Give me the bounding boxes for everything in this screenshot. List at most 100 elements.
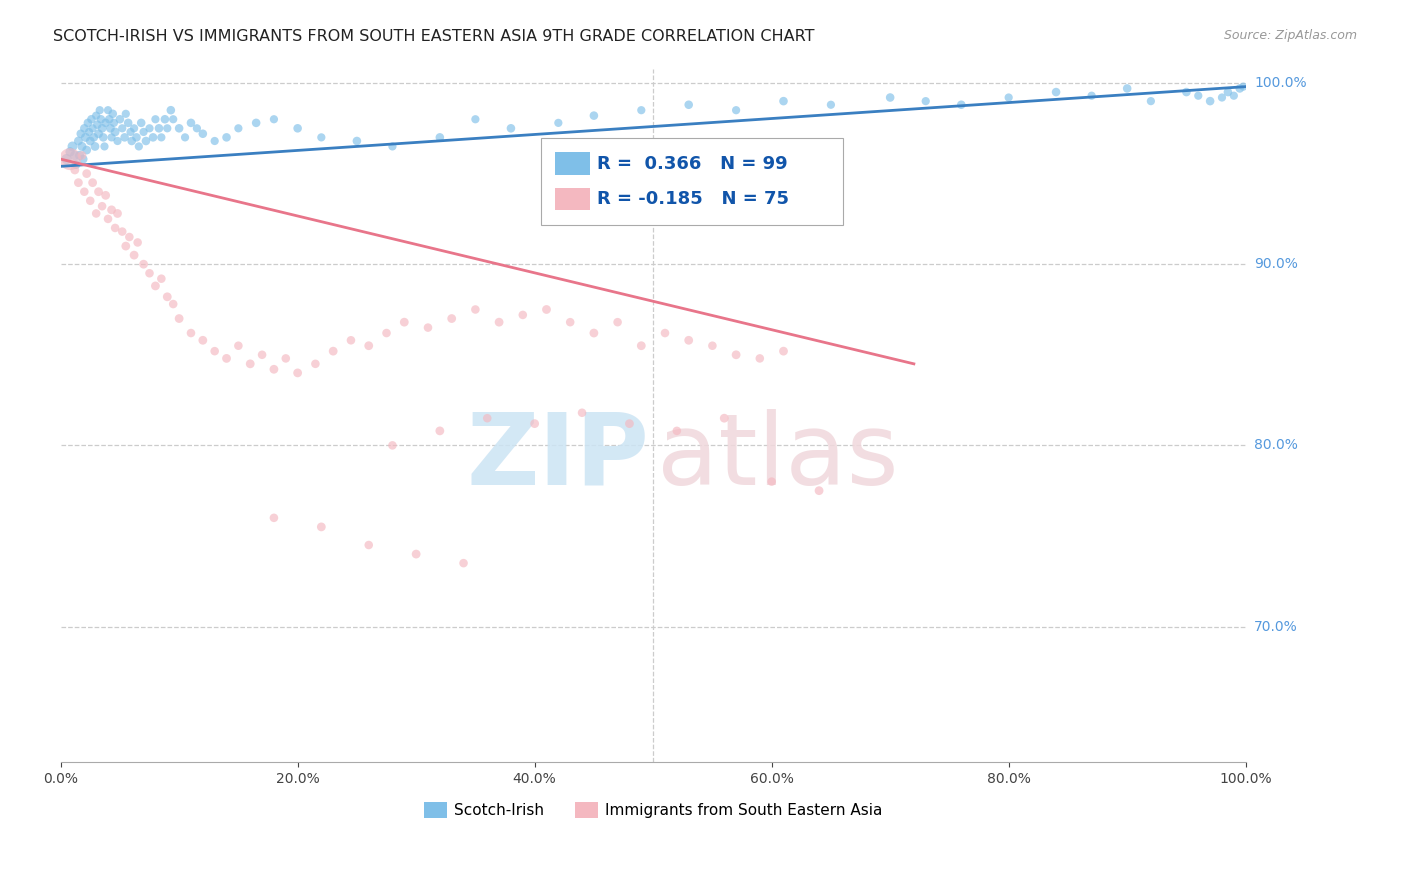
Point <box>228 121 250 136</box>
Point <box>381 139 404 153</box>
Text: R =  0.366   N = 99: R = 0.366 N = 99 <box>598 154 789 172</box>
Point <box>191 333 214 347</box>
Point <box>77 125 100 139</box>
Point <box>748 351 770 366</box>
Point <box>100 121 122 136</box>
Point <box>1045 85 1067 99</box>
Point <box>250 348 273 362</box>
Point <box>167 121 190 136</box>
Point <box>111 121 134 136</box>
Point <box>70 148 93 162</box>
Point <box>162 297 184 311</box>
Point <box>228 339 250 353</box>
Point <box>145 279 167 293</box>
Point <box>122 121 145 136</box>
Point <box>160 103 183 118</box>
Point <box>156 121 179 136</box>
Point <box>125 130 148 145</box>
Text: R = -0.185   N = 75: R = -0.185 N = 75 <box>598 190 789 208</box>
Point <box>1140 94 1163 108</box>
Point <box>72 152 94 166</box>
Point <box>67 134 90 148</box>
Point <box>150 130 173 145</box>
Point <box>104 221 127 235</box>
Point <box>91 199 114 213</box>
Point <box>87 127 110 141</box>
Point <box>138 121 160 136</box>
Point <box>654 326 676 340</box>
Point <box>114 130 136 145</box>
Point <box>83 130 105 145</box>
Point <box>582 109 605 123</box>
Point <box>488 315 510 329</box>
Point <box>114 239 136 253</box>
Point <box>630 103 652 118</box>
Point <box>80 112 103 127</box>
Point <box>120 125 142 139</box>
FancyBboxPatch shape <box>555 153 591 175</box>
Text: Source: ZipAtlas.com: Source: ZipAtlas.com <box>1223 29 1357 43</box>
Text: atlas: atlas <box>657 409 898 506</box>
Point <box>150 271 173 285</box>
Point <box>582 326 605 340</box>
Point <box>156 290 179 304</box>
Point <box>180 116 202 130</box>
Point <box>263 362 285 376</box>
Point <box>761 475 783 489</box>
Point <box>84 139 107 153</box>
Point <box>215 130 238 145</box>
Point <box>1175 85 1198 99</box>
Point <box>69 127 91 141</box>
Point <box>153 112 176 127</box>
Point <box>274 351 297 366</box>
Point <box>111 225 134 239</box>
Point <box>1229 81 1251 95</box>
Text: ZIP: ZIP <box>467 409 650 506</box>
Point <box>100 130 122 145</box>
Point <box>204 134 226 148</box>
Point <box>287 366 309 380</box>
Point <box>1116 81 1139 95</box>
Point <box>101 107 124 121</box>
Point <box>108 112 131 127</box>
Point <box>73 121 96 136</box>
Point <box>59 145 82 159</box>
Point <box>725 348 748 362</box>
Point <box>394 315 416 329</box>
Point <box>287 121 309 136</box>
Point <box>547 116 569 130</box>
Point <box>820 97 842 112</box>
Point <box>167 311 190 326</box>
Point <box>63 148 86 162</box>
Point <box>499 121 522 136</box>
Point <box>311 130 333 145</box>
Point <box>84 109 107 123</box>
Point <box>84 206 107 220</box>
Point <box>997 90 1019 104</box>
Point <box>59 152 82 166</box>
FancyBboxPatch shape <box>555 188 591 211</box>
Point <box>93 139 115 153</box>
Point <box>76 143 98 157</box>
Point <box>263 511 285 525</box>
Point <box>117 116 139 130</box>
Point <box>381 438 404 452</box>
Point <box>375 326 398 340</box>
Point <box>204 344 226 359</box>
Point <box>464 302 486 317</box>
Point <box>630 339 652 353</box>
Text: 90.0%: 90.0% <box>1254 257 1298 271</box>
Point <box>107 134 129 148</box>
Point <box>90 112 112 127</box>
Point <box>619 417 641 431</box>
Point <box>304 357 326 371</box>
Point <box>65 157 87 171</box>
Point <box>107 206 129 220</box>
Point <box>713 411 735 425</box>
Point <box>103 116 125 130</box>
Point <box>1216 85 1239 99</box>
Point <box>63 163 86 178</box>
Point <box>429 424 451 438</box>
Point <box>91 130 114 145</box>
Point <box>129 116 152 130</box>
